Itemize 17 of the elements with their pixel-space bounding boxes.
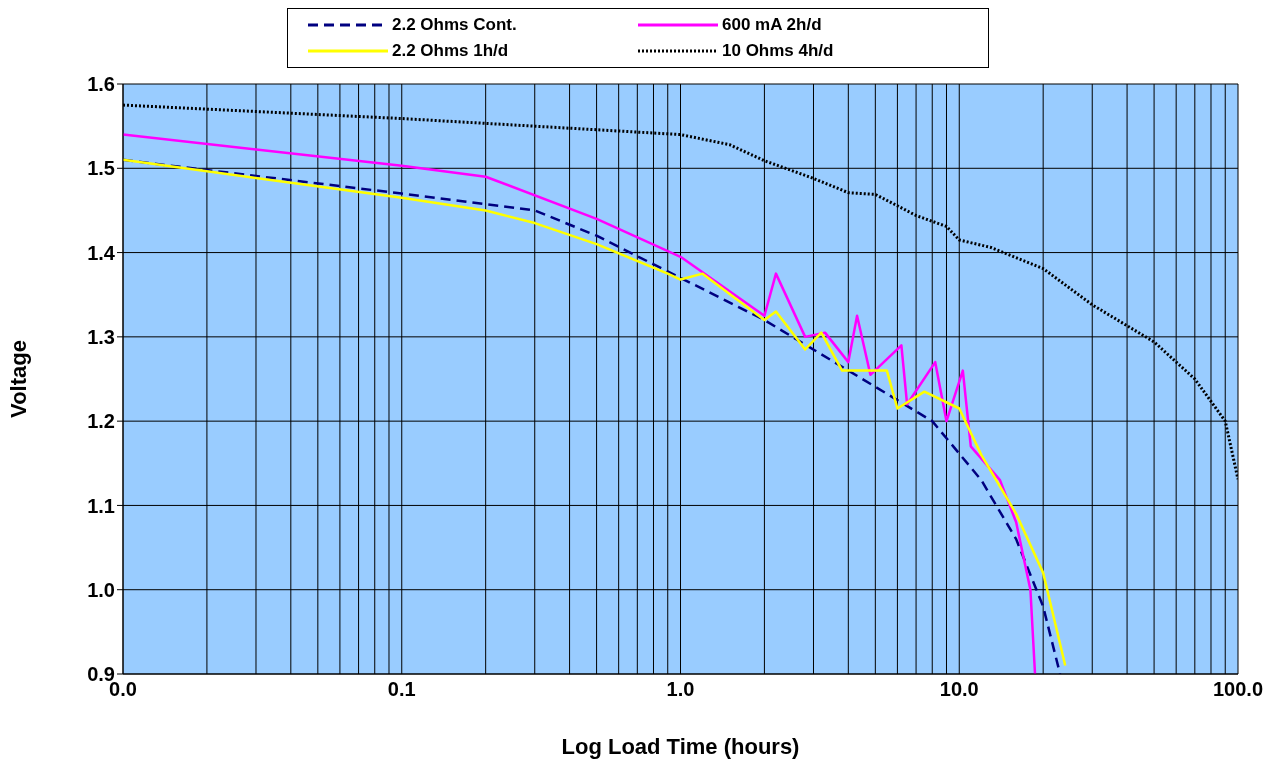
legend-label: 10 Ohms 4h/d (722, 41, 834, 61)
x-tick-label: 100.0 (1212, 678, 1264, 701)
y-tick-label: 1.5 (87, 157, 115, 180)
legend-label: 2.2 Ohms Cont. (392, 15, 517, 35)
legend-label: 600 mA 2h/d (722, 15, 822, 35)
x-tick-label: 1.0 (666, 678, 695, 701)
y-axis-title: Voltage (5, 340, 31, 418)
y-tick-label: 1.3 (87, 325, 115, 348)
x-tick-label: 10.0 (939, 678, 979, 701)
y-tick-label: 1.4 (87, 241, 116, 264)
legend-label: 2.2 Ohms 1h/d (392, 41, 509, 61)
y-tick-label: 1.0 (87, 578, 115, 601)
y-tick-label: 1.6 (87, 73, 115, 96)
y-tick-label: 1.1 (87, 494, 115, 517)
x-tick-label: 0.1 (387, 678, 416, 701)
y-tick-label: 1.2 (87, 410, 115, 433)
x-axis-title: Log Load Time (hours) (561, 734, 800, 759)
